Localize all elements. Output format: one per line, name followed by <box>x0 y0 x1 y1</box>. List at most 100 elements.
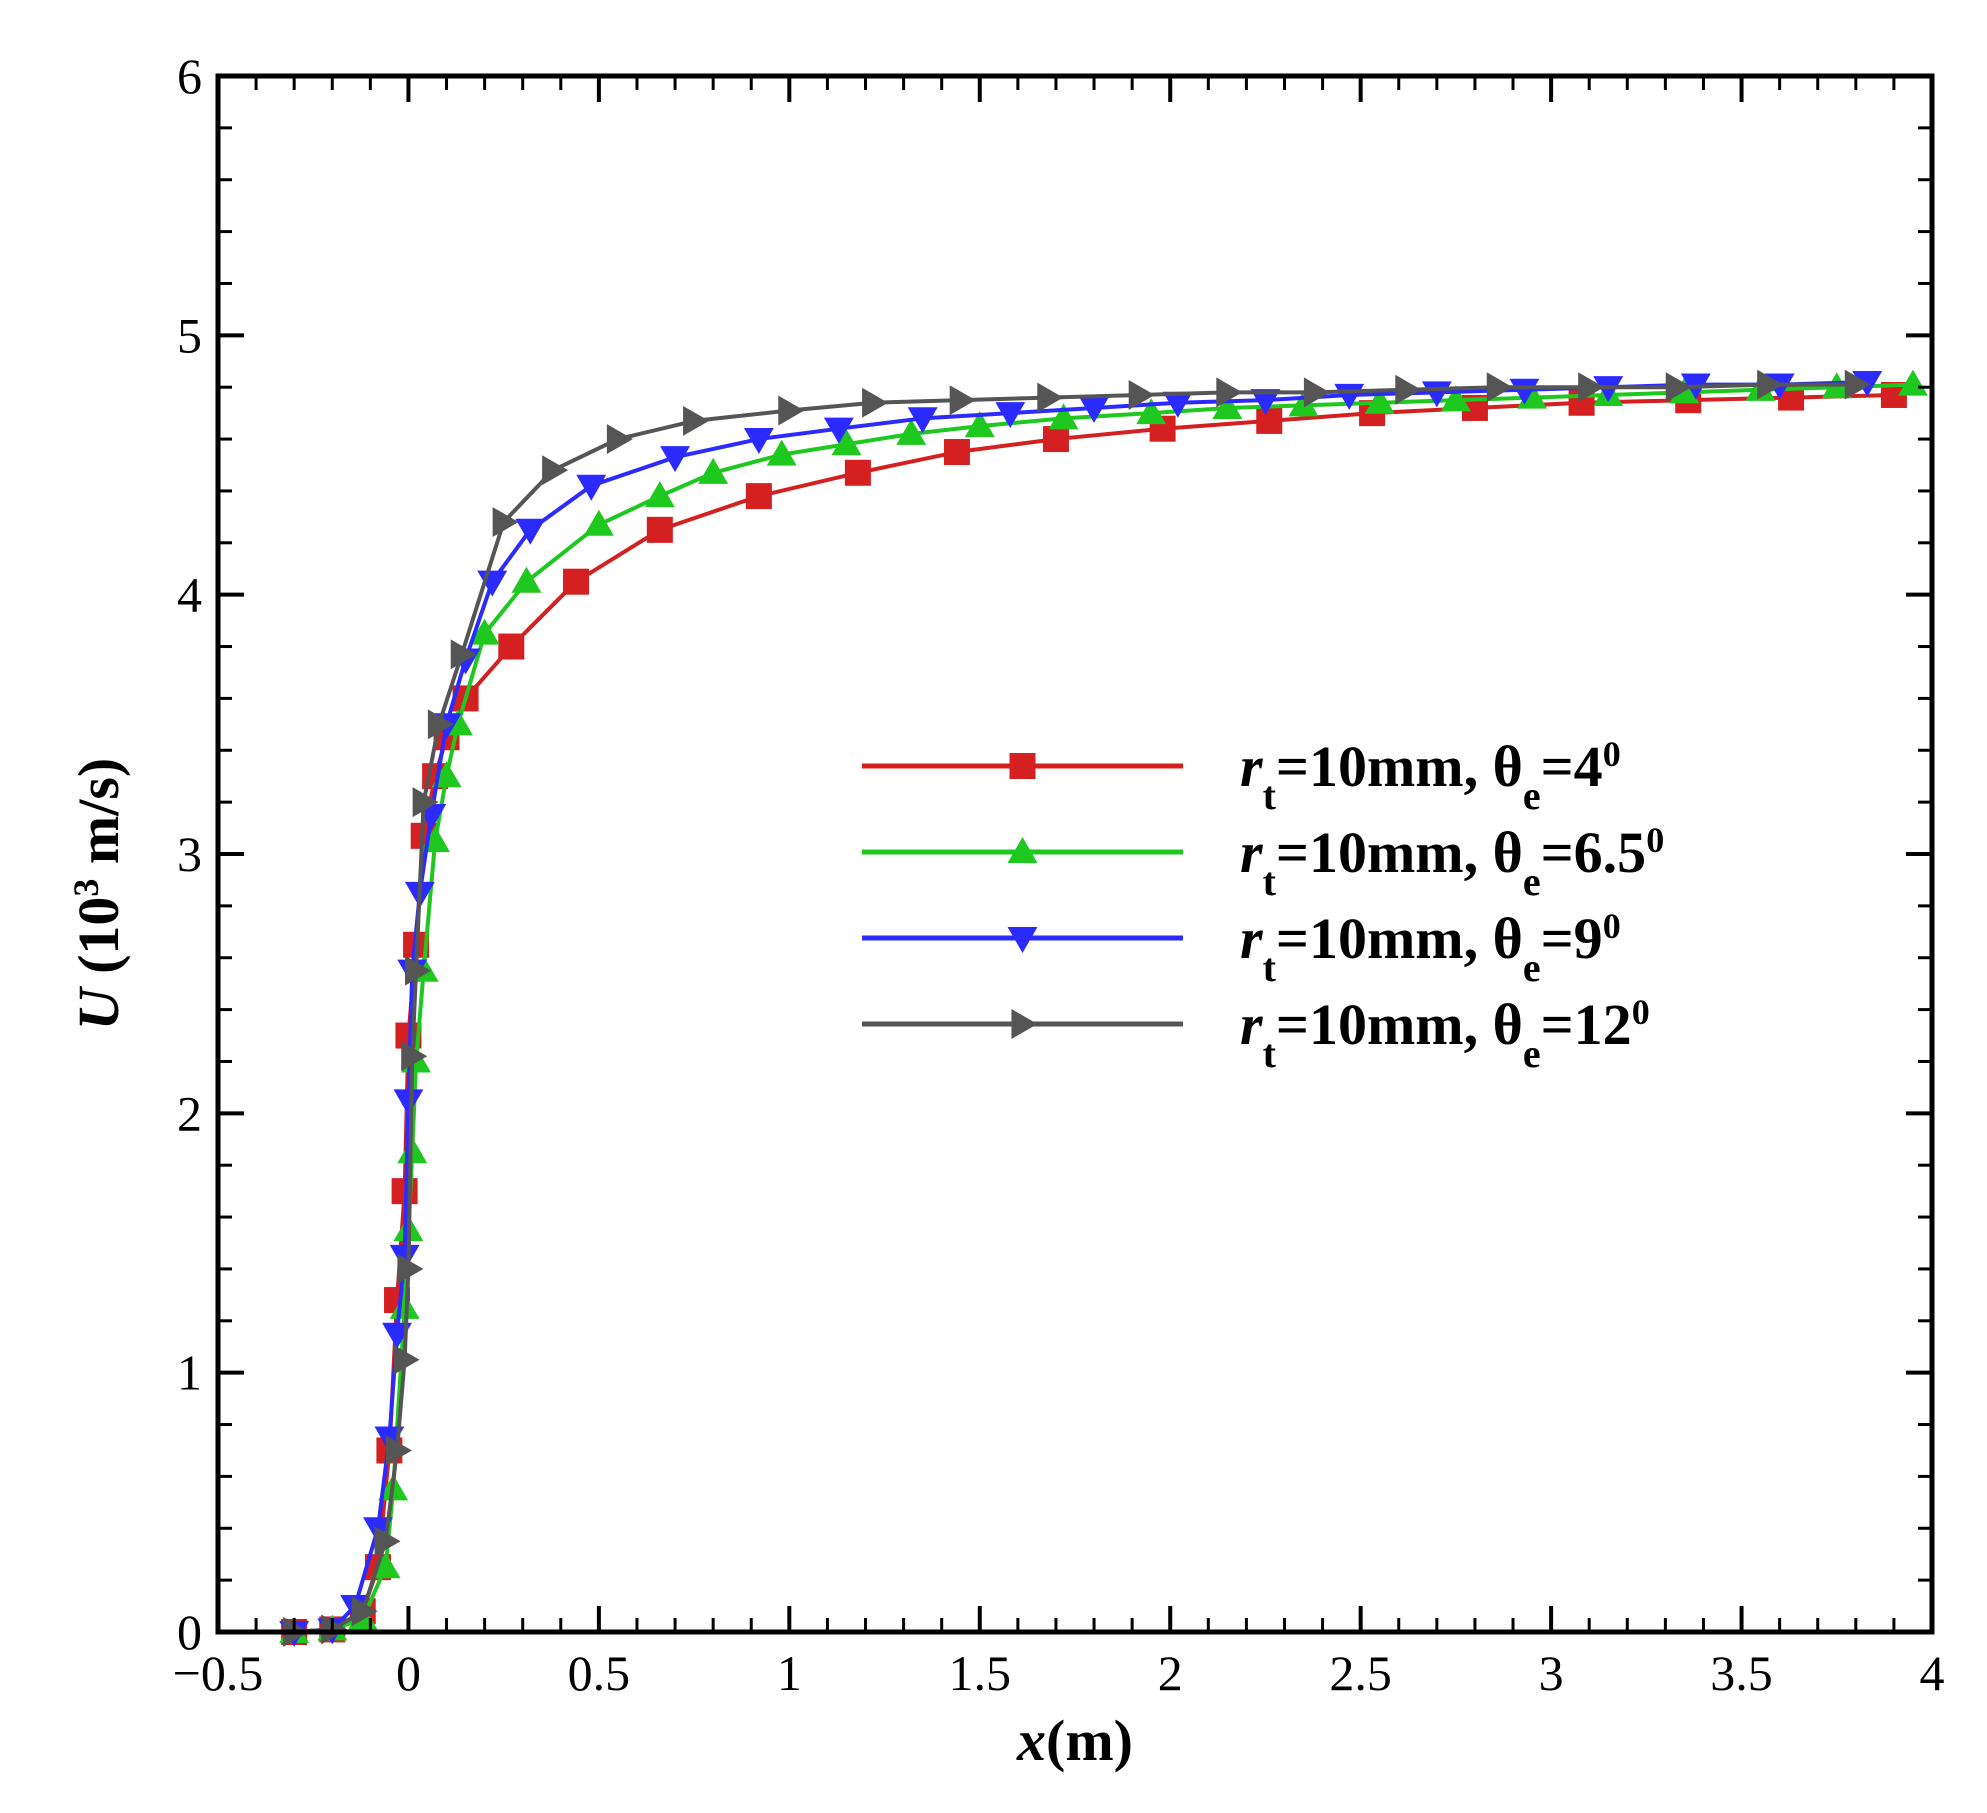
y-tick-label: 2 <box>177 1085 202 1141</box>
series-4 <box>283 369 1871 1647</box>
series-1-point <box>1042 426 1069 453</box>
series-4-point <box>1665 372 1692 403</box>
y-tick-label: 3 <box>177 826 202 882</box>
series-4-point <box>412 787 439 818</box>
x-tick-label: 0.5 <box>568 1645 631 1701</box>
series-2-point <box>1136 398 1167 425</box>
x-tick-label: −0.5 <box>173 1645 264 1701</box>
series-1-point <box>745 483 772 510</box>
series-3-point <box>1250 389 1281 416</box>
series-2-point <box>698 457 729 484</box>
series-2-point <box>1288 390 1319 417</box>
series-2-point <box>766 439 797 466</box>
series-3-point <box>995 402 1026 429</box>
x-tick-label: 4 <box>1920 1645 1945 1701</box>
series-2-point <box>1898 369 1928 396</box>
series-3-point <box>743 428 774 455</box>
series-4-point <box>778 395 805 426</box>
series-4-point <box>321 1614 348 1645</box>
series-1-point <box>844 459 871 486</box>
series-layer <box>279 369 1928 1647</box>
legend-marker <box>1007 926 1038 953</box>
series-4-point <box>1395 374 1422 405</box>
series-2-point <box>583 509 614 536</box>
series-2-point <box>1212 392 1243 419</box>
x-tick-label: 2.5 <box>1329 1645 1392 1701</box>
x-tick-label: 2 <box>1158 1645 1183 1701</box>
legend-entry-1: rt=10mm, θe=40 <box>862 734 1621 818</box>
series-4-point <box>683 405 710 436</box>
x-axis-unit: (m) <box>1046 1708 1133 1773</box>
legend-entry-4: rt=10mm, θe=120 <box>862 992 1650 1076</box>
x-tick-label: 1 <box>777 1645 802 1701</box>
series-1-point <box>563 568 590 595</box>
series-2-point <box>1048 403 1079 430</box>
series-4-point <box>1216 377 1243 408</box>
legend-entry-2: rt=10mm, θe=6.50 <box>862 820 1664 904</box>
series-3-point <box>660 446 691 473</box>
ticks-layer <box>216 74 1934 1634</box>
series-2-point <box>1440 385 1471 412</box>
series-4-point <box>1578 372 1605 403</box>
series-3-point <box>1162 391 1193 418</box>
legend-entry-3: rt=10mm, θe=90 <box>862 906 1621 990</box>
series-4-point <box>949 385 976 416</box>
series-3-point <box>576 474 607 501</box>
legend-label: rt=10mm, θe=40 <box>1240 734 1621 818</box>
series-2-point <box>831 429 862 456</box>
legend-marker <box>1009 753 1036 779</box>
x-tick-label: 3 <box>1539 1645 1564 1701</box>
y-tick-label: 1 <box>177 1345 202 1401</box>
series-2-line <box>294 382 1914 1634</box>
series-2-point <box>469 618 500 645</box>
series-4-point <box>1486 372 1513 403</box>
series-4-point <box>427 709 454 740</box>
series-2-point <box>1364 387 1395 414</box>
series-3-point <box>1079 396 1109 423</box>
series-4-point <box>1303 377 1330 408</box>
legend-label: rt=10mm, θe=6.50 <box>1240 820 1664 904</box>
series-2-point <box>644 481 675 508</box>
series-4-point <box>606 424 633 455</box>
series-2 <box>279 369 1928 1644</box>
series-1-point <box>498 633 525 660</box>
series-4-point <box>862 387 889 418</box>
series-4-point <box>450 639 477 670</box>
x-tick-label: 1.5 <box>949 1645 1012 1701</box>
series-4-point <box>385 1435 412 1466</box>
series-4-point <box>1844 369 1871 400</box>
series-2-point <box>370 1552 401 1579</box>
series-1-point <box>646 516 673 543</box>
y-tick-label: 0 <box>177 1604 202 1660</box>
y-tick-label: 4 <box>177 567 202 623</box>
series-3-point <box>393 1089 424 1116</box>
legend-marker <box>1007 837 1038 864</box>
series-3-point <box>823 417 854 444</box>
legend-label: rt=10mm, θe=120 <box>1240 992 1650 1076</box>
series-1-point <box>1256 407 1283 434</box>
series-1-point <box>943 439 970 466</box>
series-4-point <box>1128 380 1155 410</box>
legend-marker <box>1011 1009 1038 1039</box>
series-4-point <box>393 1344 420 1375</box>
series-4-point <box>492 507 519 538</box>
series-2-point <box>511 566 542 593</box>
y-tick-label: 5 <box>177 307 202 363</box>
x-tick-label: 3.5 <box>1710 1645 1773 1701</box>
series-2-point <box>964 411 995 438</box>
series-3-point <box>907 407 938 434</box>
y-tick-label: 6 <box>177 48 202 104</box>
series-4-point <box>351 1596 378 1627</box>
series-4-point <box>397 1253 424 1284</box>
series-3-point <box>389 1244 420 1271</box>
x-axis-var: x <box>1016 1708 1046 1773</box>
series-4-point <box>542 455 569 486</box>
x-axis-title: x(m) <box>1016 1708 1133 1773</box>
series-4-point <box>1037 382 1064 413</box>
series-4-point <box>1757 369 1784 400</box>
series-3-point <box>515 518 546 545</box>
y-axis-title: U (103 m/s) <box>66 758 131 1031</box>
legend-label: rt=10mm, θe=90 <box>1240 906 1621 990</box>
